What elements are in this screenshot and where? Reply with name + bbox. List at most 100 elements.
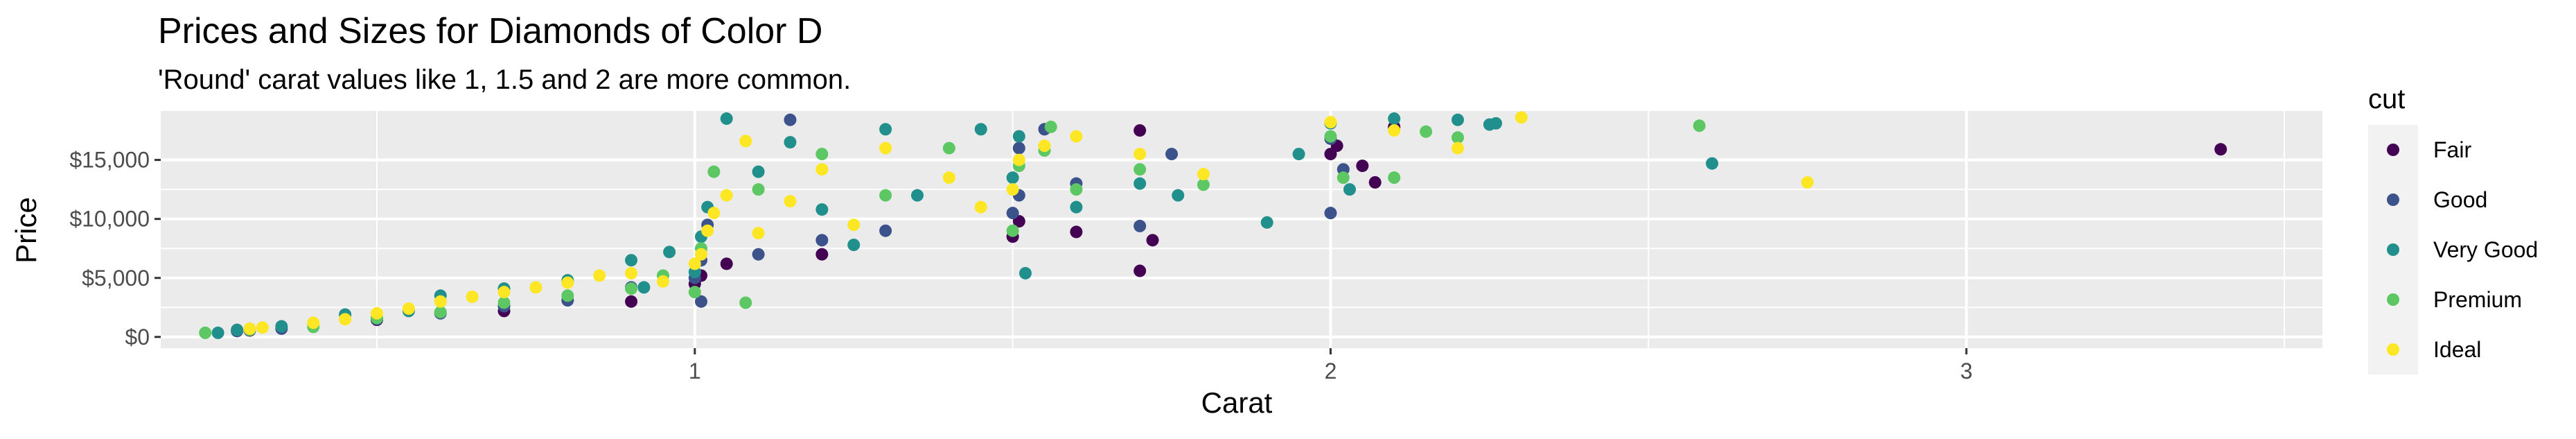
data-point-fair <box>1368 175 1382 189</box>
data-point-good <box>1133 219 1147 232</box>
data-point-very-good <box>847 239 861 252</box>
data-point-very-good <box>720 112 733 126</box>
data-point-ideal <box>1070 130 1083 143</box>
data-point-premium <box>688 286 701 299</box>
data-point-ideal <box>1012 153 1025 166</box>
data-point-very-good <box>663 246 676 259</box>
legend-key-fair <box>2387 144 2399 156</box>
data-point-very-good <box>1343 183 1356 196</box>
legend-items: Fair Good Very Good Premium Ideal <box>2368 125 2538 375</box>
data-point-very-good <box>1172 189 1185 202</box>
data-point-very-good <box>1019 266 1032 279</box>
legend-label-premium: Premium <box>2433 287 2522 312</box>
y-tick-label: $15,000 <box>69 148 150 173</box>
data-point-ideal <box>720 189 733 202</box>
legend-title: cut <box>2368 84 2405 114</box>
data-point-ideal <box>1515 111 1528 124</box>
data-point-very-good <box>879 123 892 136</box>
y-axis: $0 $5,000 $10,000 $15,000 <box>69 148 161 350</box>
legend-label-fair: Fair <box>2433 137 2471 162</box>
data-point-premium <box>1006 224 1019 237</box>
data-point-ideal <box>1324 116 1337 129</box>
legend-key-good <box>2387 193 2399 206</box>
data-point-ideal <box>593 269 606 282</box>
data-point-fair <box>1133 124 1147 137</box>
data-point-fair <box>1133 264 1147 277</box>
data-point-premium <box>561 289 574 302</box>
data-point-ideal <box>739 135 752 148</box>
data-point-very-good <box>1006 171 1019 184</box>
legend-key-premium <box>2387 293 2399 306</box>
data-point-very-good <box>231 323 244 336</box>
data-point-ideal <box>371 307 383 320</box>
data-point-premium <box>1324 130 1337 143</box>
data-point-ideal <box>625 266 638 279</box>
data-points <box>199 111 2227 339</box>
data-point-fair <box>2214 143 2227 156</box>
data-point-premium <box>1388 171 1401 184</box>
data-point-fair <box>720 257 733 270</box>
data-point-ideal <box>529 281 542 294</box>
data-point-fair <box>1356 160 1369 173</box>
data-point-ideal <box>1801 175 1814 189</box>
minor-gridlines <box>161 111 2322 348</box>
data-point-good <box>1165 148 1179 161</box>
data-point-premium <box>707 165 721 178</box>
data-point-very-good <box>911 189 924 202</box>
data-point-ideal <box>695 248 707 261</box>
data-point-premium <box>752 183 765 196</box>
data-point-very-good <box>1452 113 1464 126</box>
data-point-premium <box>1197 178 1210 191</box>
major-gridlines <box>161 111 2322 348</box>
data-point-premium <box>1044 120 1057 133</box>
x-axis: 1 2 3 <box>689 348 1973 384</box>
legend: cut Fair Good Very Good Premium Ideal <box>2368 84 2538 375</box>
data-point-ideal <box>784 195 797 208</box>
data-point-ideal <box>1006 183 1019 196</box>
data-point-very-good <box>1070 200 1083 214</box>
data-point-ideal <box>752 227 765 240</box>
data-point-ideal <box>339 313 352 326</box>
data-point-very-good <box>1292 148 1305 161</box>
x-tick-label: 2 <box>1325 359 1337 384</box>
data-point-very-good <box>752 165 765 178</box>
data-point-good <box>695 295 707 308</box>
data-point-ideal <box>1197 168 1210 181</box>
chart-title: Prices and Sizes for Diamonds of Color D <box>158 11 823 51</box>
data-point-premium <box>199 326 212 339</box>
x-axis-title: Carat <box>1201 386 1273 419</box>
data-point-good <box>879 224 892 237</box>
data-point-ideal <box>243 322 256 335</box>
data-point-premium <box>739 296 752 309</box>
data-point-very-good <box>637 281 651 294</box>
legend-key-ideal <box>2387 343 2399 356</box>
data-point-premium <box>1336 171 1350 184</box>
data-point-premium <box>879 189 892 202</box>
data-point-ideal <box>307 316 320 329</box>
data-point-good <box>784 113 797 126</box>
data-point-premium <box>625 282 638 295</box>
data-point-ideal <box>815 163 829 176</box>
legend-label-very-good: Very Good <box>2433 237 2538 262</box>
data-point-premium <box>1452 131 1464 144</box>
data-point-ideal <box>1388 124 1401 137</box>
data-point-very-good <box>275 320 288 333</box>
data-point-premium <box>815 148 829 161</box>
data-point-very-good <box>1388 112 1401 126</box>
data-point-very-good <box>1133 177 1147 190</box>
data-point-ideal <box>656 275 669 288</box>
data-point-premium <box>497 296 511 309</box>
y-tick-label: $0 <box>125 325 150 350</box>
data-point-very-good <box>211 326 224 339</box>
data-point-very-good <box>1012 130 1025 143</box>
data-point-ideal <box>879 141 892 155</box>
x-tick-label: 1 <box>689 359 701 384</box>
data-point-premium <box>1420 125 1433 138</box>
legend-label-ideal: Ideal <box>2433 337 2481 362</box>
data-point-ideal <box>561 276 574 289</box>
data-point-very-good <box>1260 216 1273 229</box>
data-point-ideal <box>434 295 447 308</box>
data-point-very-good <box>1490 117 1503 130</box>
